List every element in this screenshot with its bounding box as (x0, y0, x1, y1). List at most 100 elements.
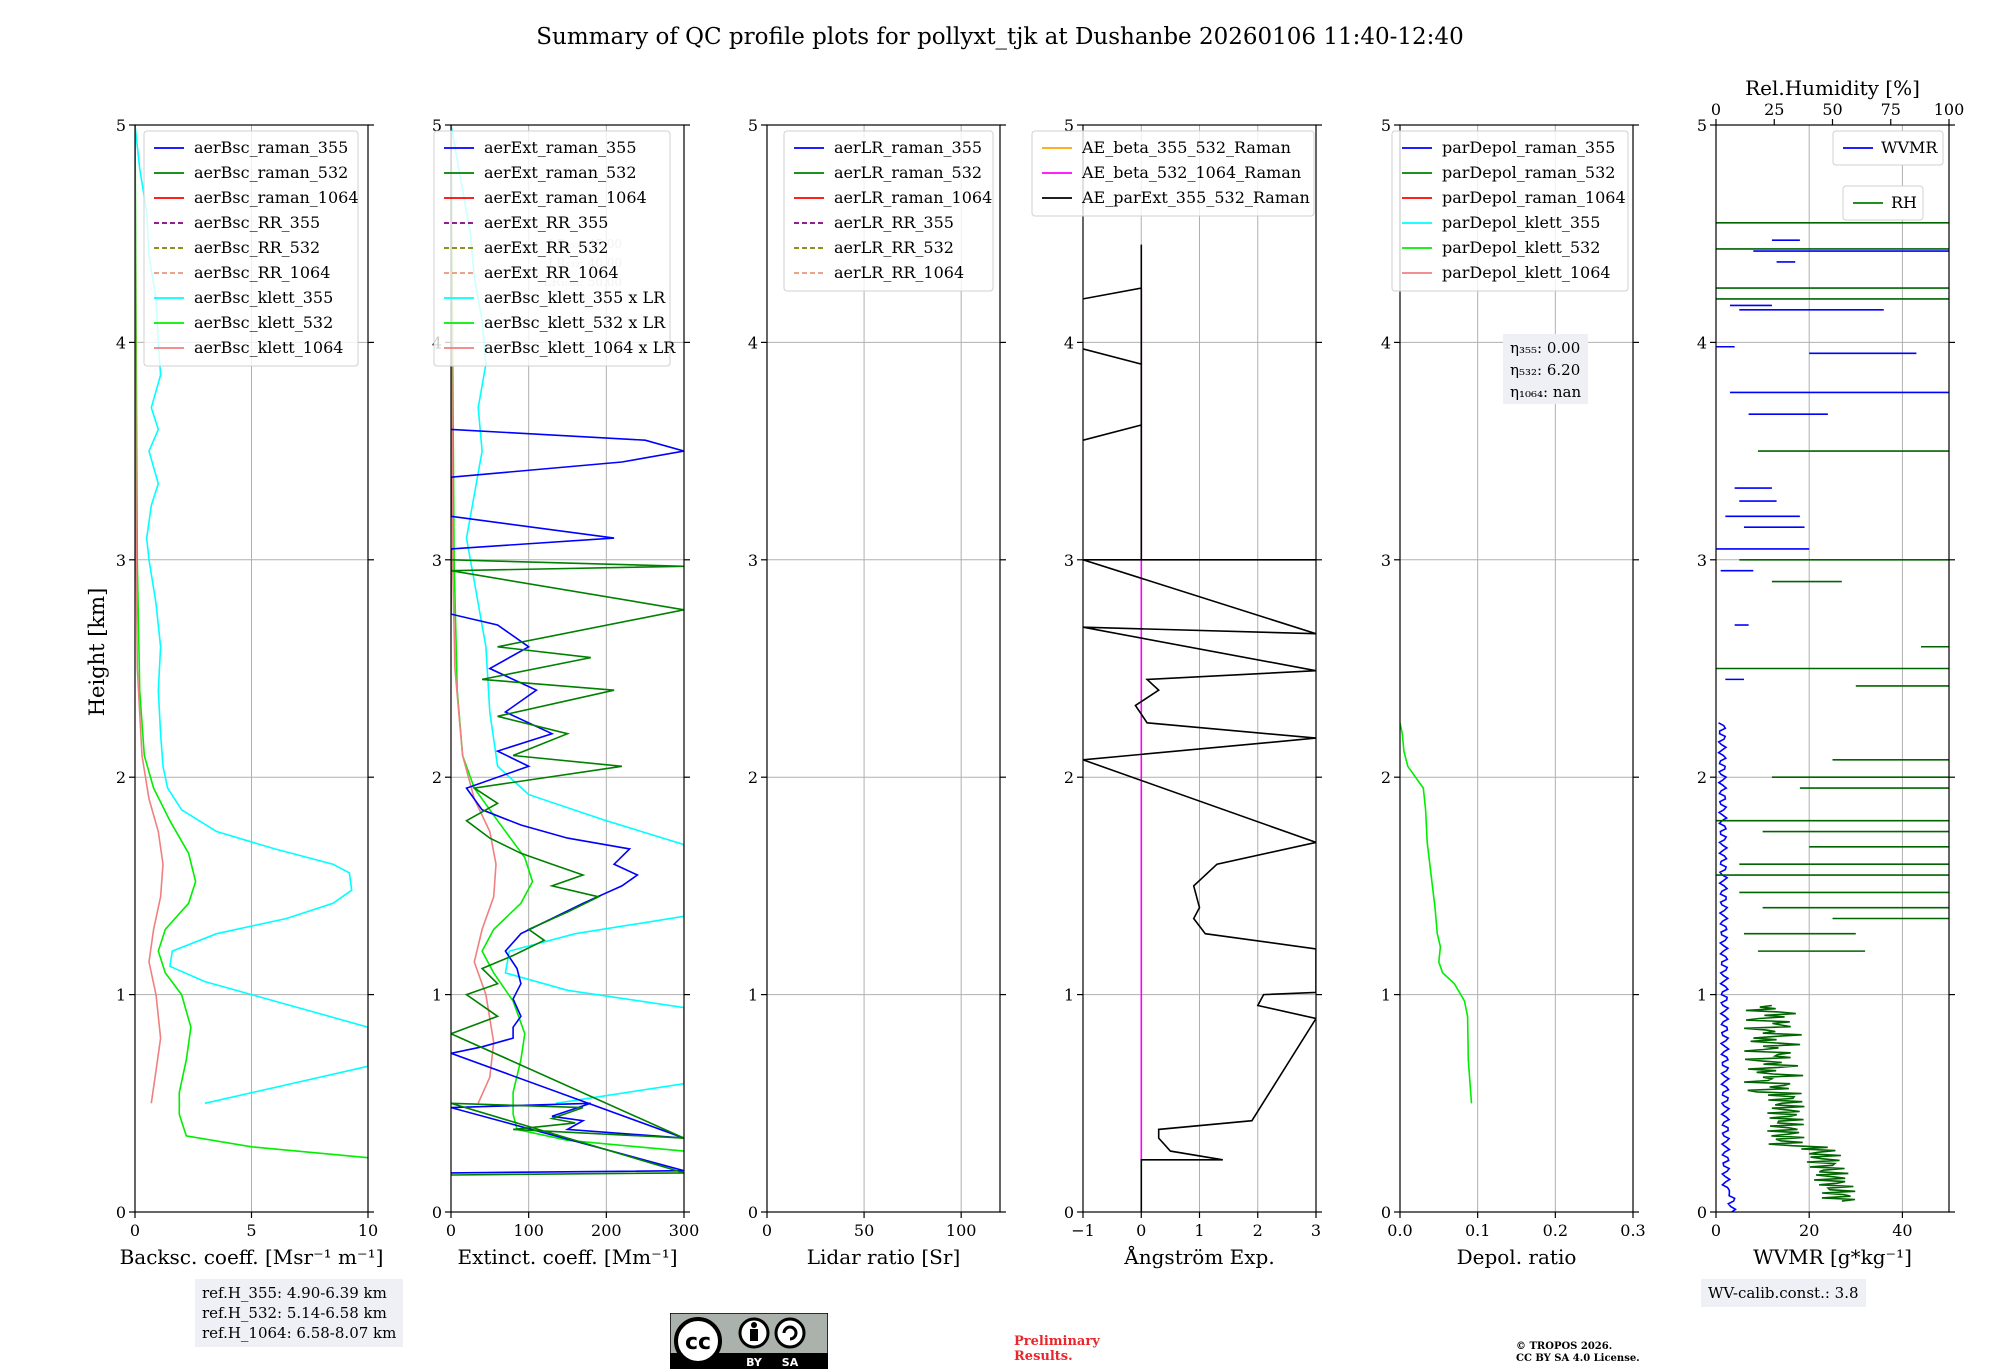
series-line-aerExt_raman_355 (451, 428, 684, 1174)
x-tick-label: 50 (854, 1221, 874, 1240)
legend-label: aerBsc_klett_355 (194, 288, 333, 307)
legend-label: parDepol_klett_1064 (1442, 263, 1611, 282)
legend-label: parDepol_raman_1064 (1442, 188, 1626, 207)
legend-label: aerLR_raman_1064 (834, 188, 992, 207)
y-tick-label: 5 (1697, 116, 1707, 135)
x-tick-label: 10 (358, 1221, 378, 1240)
eta-value: η₃₅₅: 0.00 (1510, 339, 1580, 357)
y-tick-label: 0 (432, 1203, 442, 1222)
y-tick-label: 5 (1381, 116, 1391, 135)
wv-calibration-box: WV-calib.const.: 3.8 (1701, 1279, 1866, 1307)
legend: AE_beta_355_532_Raman AE_beta_532_1064_Ra… (1031, 130, 1315, 217)
y-tick-label: 1 (1381, 986, 1391, 1005)
series-group (135, 125, 368, 1159)
eta-value: η₅₃₂: 6.20 (1510, 361, 1580, 379)
y-tick-label: 1 (116, 986, 126, 1005)
cc-sa-label: SA (782, 1356, 799, 1369)
ref-height-1064: ref.H_1064: 6.58-8.07 km (202, 1324, 397, 1342)
legend-label: aerLR_RR_1064 (834, 263, 964, 282)
legend-label: aerExt_raman_355 (484, 138, 637, 157)
x-axis-label: Depol. ratio (1457, 1245, 1577, 1269)
y-tick-label: 2 (116, 768, 126, 787)
legend-label: AE_beta_355_532_Raman (1081, 138, 1291, 157)
y-axis-label: Height [km] (85, 588, 109, 717)
legend-label: aerLR_raman_532 (834, 163, 982, 182)
x-tick-label: 0.1 (1465, 1221, 1490, 1240)
legend-label: aerBsc_RR_1064 (194, 263, 330, 282)
preliminary-line-2: Results. (1014, 1349, 1073, 1364)
x-axis-label: WVMR [g*kg⁻¹] (1753, 1245, 1912, 1269)
y-tick-label: 5 (116, 116, 126, 135)
series-line-AE_parExt_355_532_Raman (1083, 244, 1316, 1212)
legend: aerLR_raman_355 aerLR_raman_532 aerLR_rama… (783, 130, 994, 292)
cc-by-label: BY (746, 1356, 763, 1369)
legend-rh: RH (1842, 185, 1924, 221)
legend-label: RH (1891, 193, 1917, 212)
eta-box: η₃₅₅: 0.00 η₅₃₂: 6.20 η₁₀₆₄: nan (1503, 334, 1588, 404)
top-axis-label: Rel.Humidity [%] (1745, 76, 1920, 100)
x-tick-label: 1 (1194, 1221, 1204, 1240)
legend-box (1832, 130, 1944, 166)
y-tick-label: 5 (1064, 116, 1074, 135)
eta-background (1503, 334, 1588, 404)
preliminary-line-1: Preliminary (1014, 1334, 1100, 1349)
x-tick-label: 5 (246, 1221, 256, 1240)
y-tick-label: 2 (1697, 768, 1707, 787)
legend-box (433, 130, 671, 367)
x-tick-label: 0 (446, 1221, 456, 1240)
series-line-parDepol_klett_532 (1400, 722, 1473, 1104)
legend-label: aerBsc_klett_355 x LR (484, 288, 666, 307)
top-tick-label: 100 (1934, 100, 1965, 119)
plot-frame (766, 124, 1001, 1213)
y-tick-label: 3 (1697, 551, 1707, 570)
legend-box (1391, 130, 1629, 292)
series-wvmr-line (1717, 722, 1737, 1212)
x-tick-label: 0 (1136, 1221, 1146, 1240)
legend-label: aerBsc_klett_1064 (194, 338, 343, 357)
y-tick-label: 1 (1697, 986, 1707, 1005)
legend-label: aerLR_RR_355 (834, 213, 954, 232)
y-tick-label: 0 (748, 1203, 758, 1222)
top-tick-label: 25 (1764, 100, 1784, 119)
legend-label: AE_beta_532_1064_Raman (1081, 163, 1301, 182)
legend-label: parDepol_klett_355 (1442, 213, 1600, 232)
ref-height-355: ref.H_355: 4.90-6.39 km (202, 1284, 387, 1302)
legend-label: aerLR_RR_532 (834, 238, 954, 257)
x-tick-label: 300 (669, 1221, 700, 1240)
y-tick-label: 1 (1064, 986, 1074, 1005)
legend: aerBsc_raman_355 aerBsc_raman_532 aerBsc_r… (143, 130, 359, 367)
x-tick-label: 0.3 (1620, 1221, 1645, 1240)
copyright-line-1: © TROPOS 2026. (1516, 1341, 1613, 1352)
legend-label: aerBsc_raman_355 (194, 138, 348, 157)
legend-box (783, 130, 994, 292)
ref-height-532: ref.H_532: 5.14-6.58 km (202, 1304, 387, 1322)
legend-label: parDepol_raman_355 (1442, 138, 1615, 157)
legend-label: AE_parExt_355_532_Raman (1081, 188, 1310, 207)
x-tick-label: 0.0 (1387, 1221, 1412, 1240)
legend-label: aerBsc_raman_1064 (194, 188, 359, 207)
legend-label: aerLR_raman_355 (834, 138, 982, 157)
x-tick-label: 0 (762, 1221, 772, 1240)
legend-label: parDepol_raman_532 (1442, 163, 1615, 182)
series-group (1083, 244, 1316, 1212)
legend-label: aerExt_raman_1064 (484, 188, 647, 207)
x-tick-label: 200 (591, 1221, 622, 1240)
series-group (1716, 222, 1949, 1212)
series-line-aerBsc_klett_532 (135, 125, 368, 1159)
legend-label: aerBsc_klett_532 (194, 313, 333, 332)
y-tick-label: 0 (1064, 1203, 1074, 1222)
legend-label: aerBsc_raman_532 (194, 163, 348, 182)
legend-label: aerExt_RR_532 (484, 238, 608, 257)
y-tick-label: 4 (1381, 333, 1391, 352)
y-tick-label: 4 (748, 333, 758, 352)
y-tick-label: 2 (432, 768, 442, 787)
legend: parDepol_raman_355 parDepol_raman_532 parD… (1391, 130, 1629, 292)
y-tick-label: 4 (1697, 333, 1707, 352)
y-tick-label: 5 (432, 116, 442, 135)
x-tick-label: 0.2 (1543, 1221, 1568, 1240)
x-tick-label: 100 (946, 1221, 977, 1240)
x-tick-label: 100 (513, 1221, 544, 1240)
legend: aerExt_raman_355 aerExt_raman_532 aerExt_r… (433, 130, 676, 367)
